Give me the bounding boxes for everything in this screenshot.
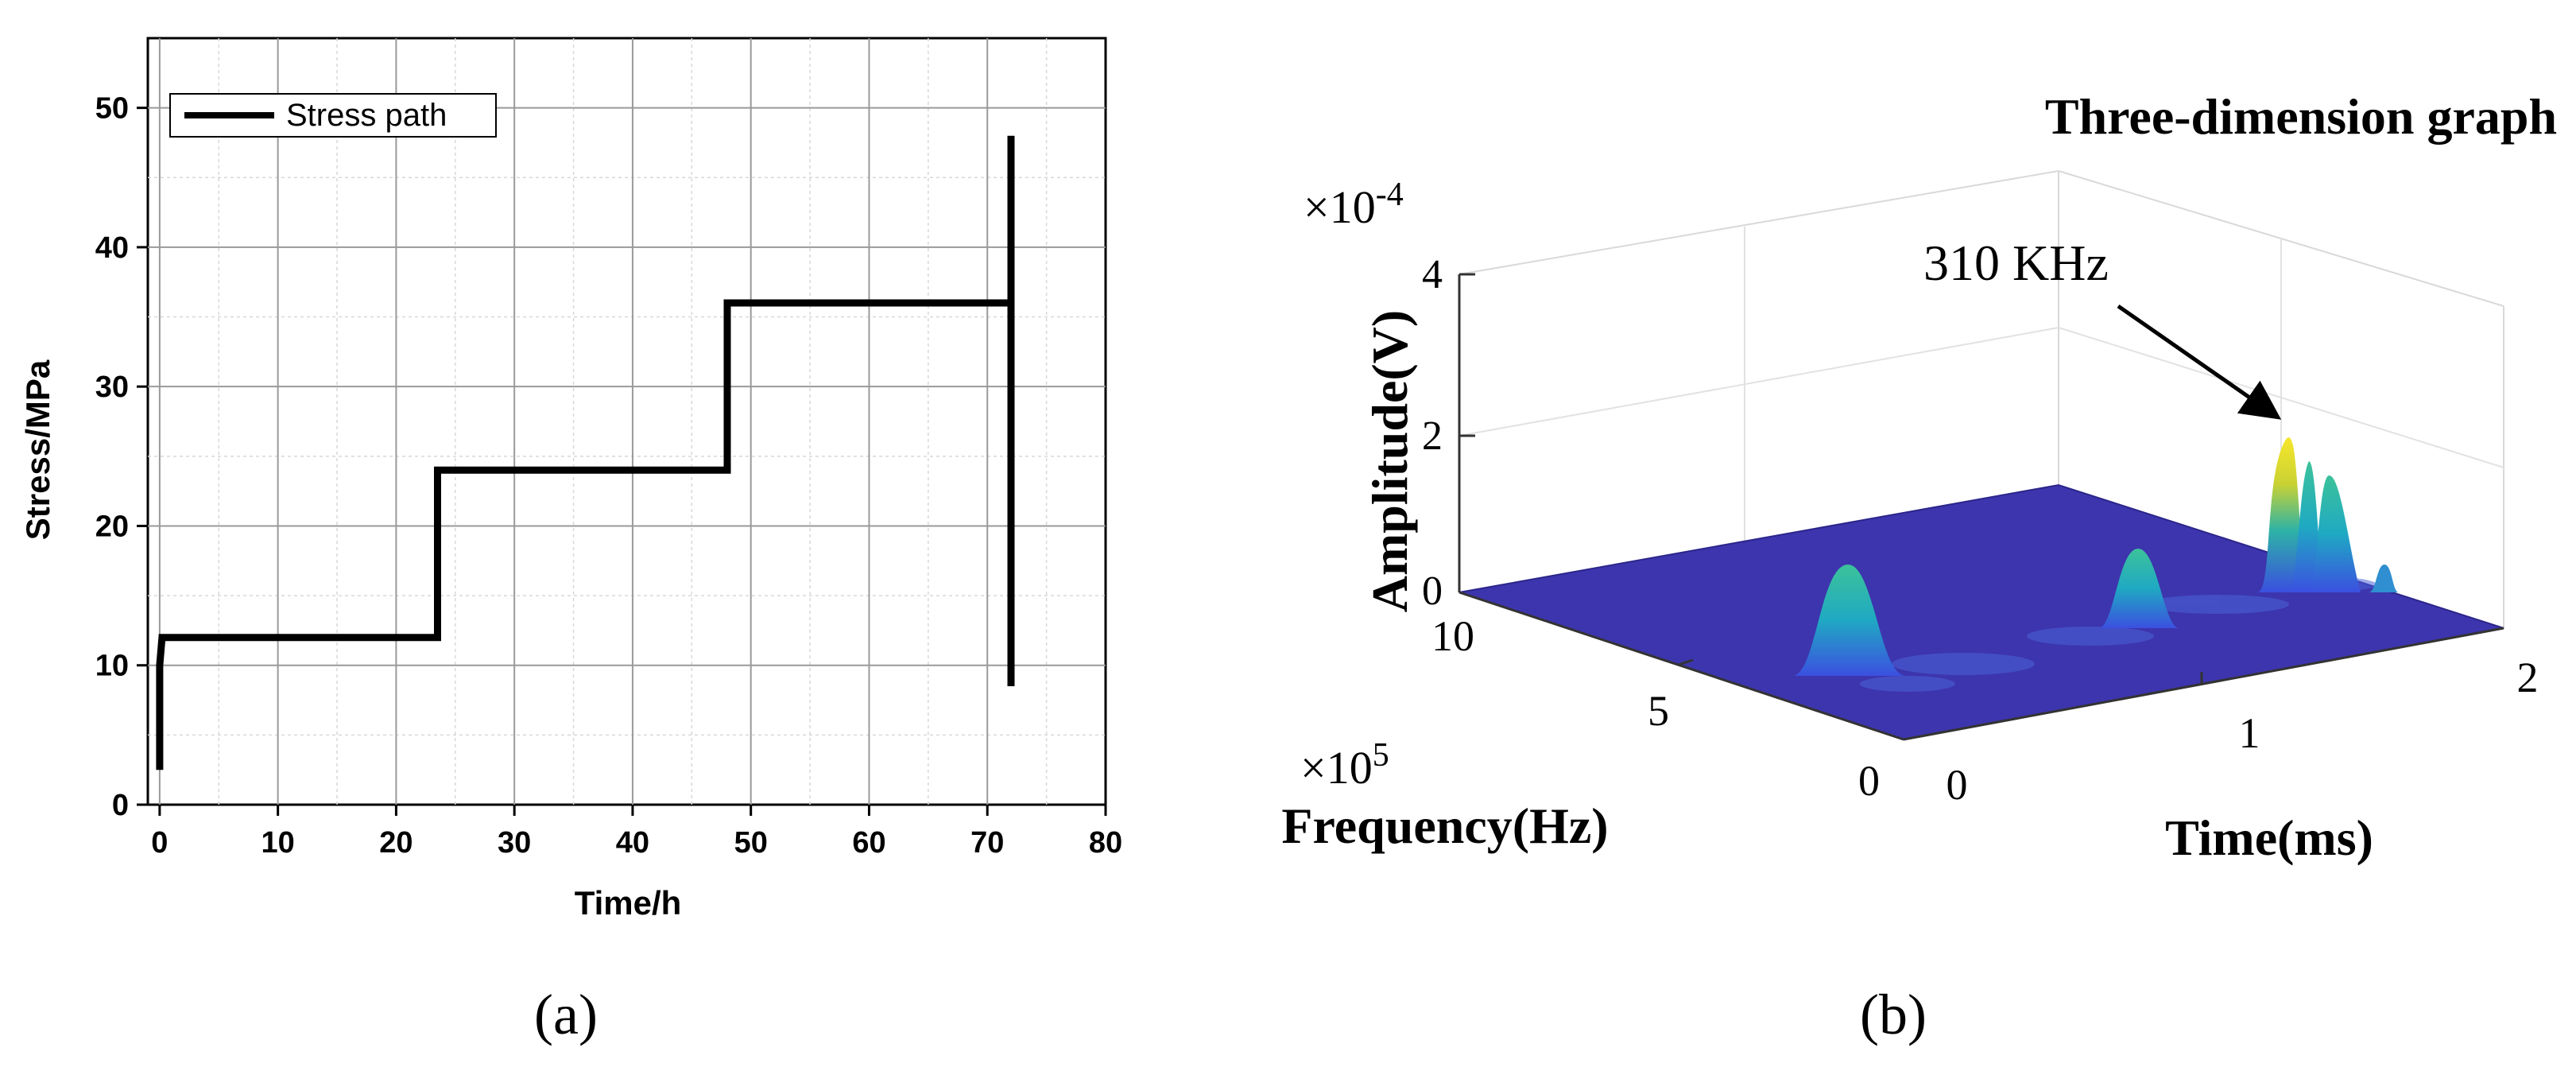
series-stress-path	[156, 135, 1015, 770]
legend: Stress path	[169, 93, 497, 138]
frequency-axis	[1458, 591, 1904, 741]
peak-annotation: 310 KHz	[1923, 235, 2109, 291]
peak	[1792, 565, 1906, 676]
x-tick-label: 20	[379, 826, 413, 860]
plot-area-frame	[146, 37, 1107, 806]
x-axis-label: Time/h	[575, 884, 682, 922]
peak-310khz	[2257, 437, 2305, 592]
caption-b: (b)	[1860, 983, 1927, 1046]
x-tick-label: 70	[970, 826, 1004, 860]
stress-path-chart: 0 10 20 30 40 50 60 70 80 0 10 20 30 40 50 Stress path…	[19, 37, 1122, 922]
time-tick-label: 1	[2239, 709, 2260, 757]
x-tick-label: 60	[852, 826, 885, 860]
axis-ticks: 0 10 20 30 40 50 60 70 80 0 10 20 30 40 50	[95, 92, 1122, 860]
time-axis	[1903, 627, 2504, 741]
frequency-axis-label: Frequency(Hz)	[1281, 798, 1608, 854]
chart-title: Three-dimension graph	[2045, 88, 2557, 145]
three-dimension-chart: 4 2 0 10 5 0 0 1 2	[1281, 88, 2557, 866]
frequency-exponent-label: ×105	[1300, 737, 1389, 794]
x-tick-label: 80	[1089, 826, 1122, 860]
stress-path-line	[156, 135, 1015, 770]
x-tick-label: 10	[261, 826, 295, 860]
z-exponent-label: ×10-4	[1303, 177, 1404, 233]
time-tick-label: 2	[2517, 654, 2539, 701]
y-tick-label: 10	[95, 650, 129, 683]
grid	[148, 38, 1106, 805]
y-tick-label: 50	[95, 92, 129, 126]
annotation-arrow	[2117, 304, 2282, 420]
caption-a: (a)	[534, 983, 598, 1046]
y-axis-label: Stress/MPa	[19, 359, 56, 540]
back-wall-edge	[1458, 170, 2059, 275]
time-tick-label: 0	[1947, 761, 1968, 809]
gridline	[1458, 327, 2059, 437]
frequency-tick-label: 0	[1858, 757, 1880, 805]
x-tick-label: 0	[151, 826, 168, 860]
frequency-tick-label: 5	[1648, 687, 1669, 735]
z-tick-label: 4	[1422, 252, 1443, 297]
peak	[2369, 565, 2399, 592]
z-tick-label: 0	[1422, 569, 1443, 614]
frequency-tick-label: 10	[1431, 612, 1474, 660]
y-tick-label: 0	[112, 789, 129, 822]
peak	[2098, 549, 2179, 628]
x-tick-label: 30	[498, 826, 531, 860]
y-tick-label: 40	[95, 231, 129, 265]
time-axis-label: Time(ms)	[2165, 809, 2373, 866]
legend-label: Stress path	[286, 98, 447, 133]
x-tick-label: 40	[616, 826, 649, 860]
y-tick-label: 30	[95, 371, 129, 404]
amplitude-axis-label: Amplitude(V)	[1362, 310, 1418, 612]
y-tick-label: 20	[95, 510, 129, 543]
surface-peaks	[1792, 437, 2399, 676]
peak	[2309, 475, 2361, 592]
x-tick-label: 50	[734, 826, 768, 860]
z-tick-label: 2	[1422, 413, 1443, 459]
